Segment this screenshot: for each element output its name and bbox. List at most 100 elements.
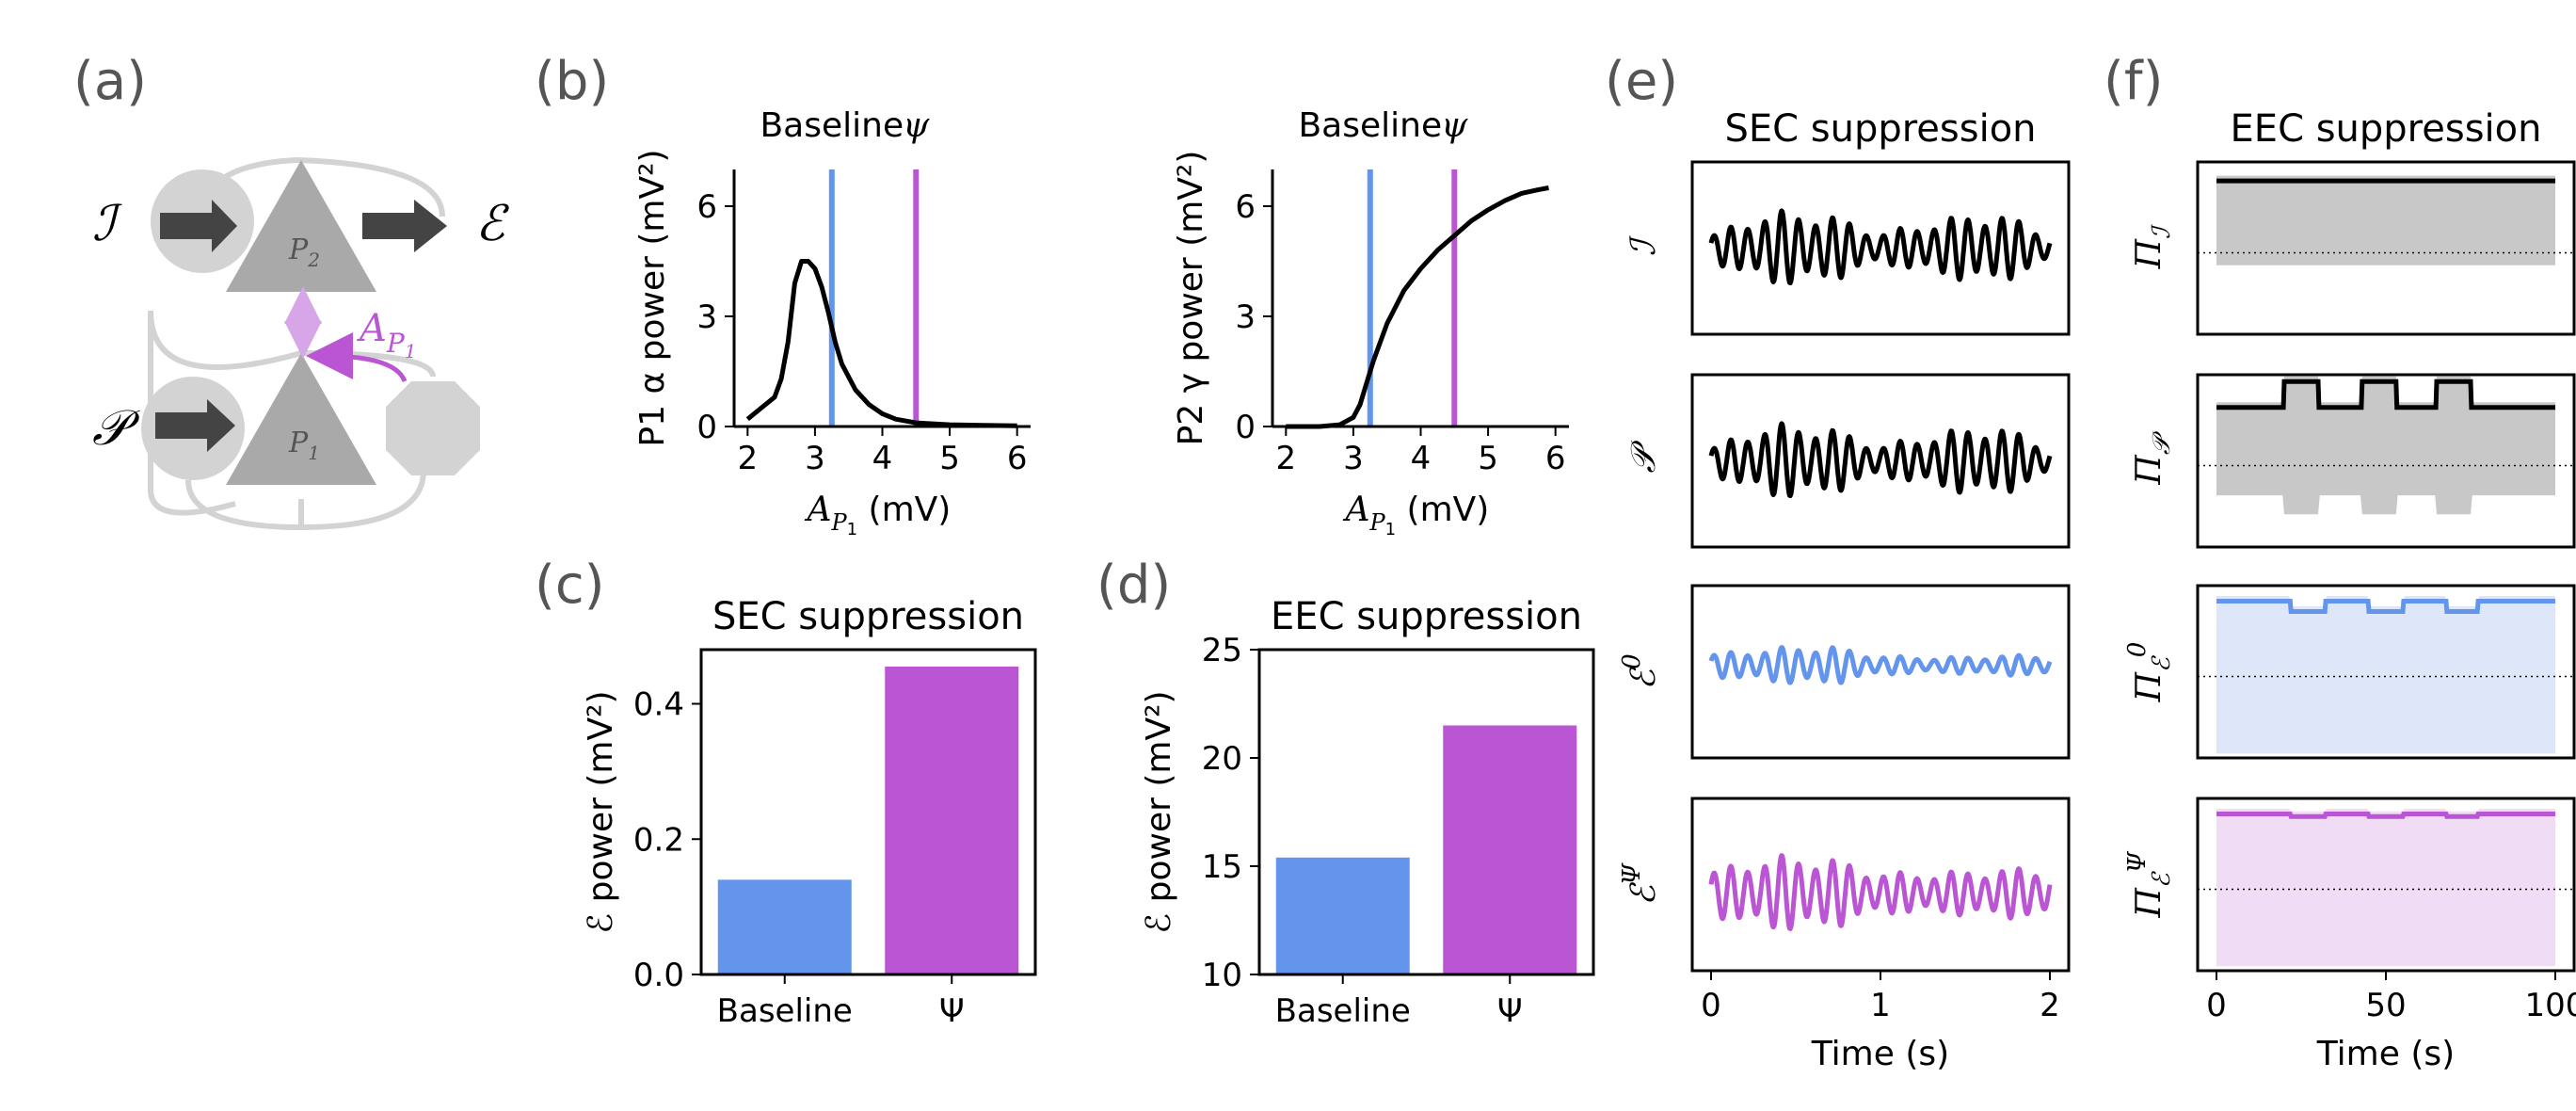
- dark-arrows: [155, 200, 447, 452]
- circuit-diagram: ℐ ℰ 𝒫 P2 P1 AP1: [92, 157, 509, 530]
- interneuron-octagon: [386, 381, 480, 475]
- y-tick-label: 6: [1235, 188, 1256, 226]
- trace-band: [2216, 175, 2555, 266]
- trace-line: [1708, 208, 2053, 285]
- panel-label-c: (c): [535, 555, 604, 616]
- trace-band: [2216, 809, 2555, 967]
- x-tick-label: Baseline: [1275, 992, 1411, 1030]
- row-label: ℐ: [1624, 234, 1663, 256]
- bar-baseline: [1275, 857, 1410, 974]
- power-curve: [1286, 185, 1549, 429]
- row-label: ℰΨ: [1618, 862, 1663, 906]
- panel-c-sec-bars: Baseline Ψ 0.0 0.2 0.4 SEC suppression ℰ power…: [582, 595, 1037, 1030]
- y-tick-label: 3: [696, 298, 717, 336]
- p2-triangle: [226, 160, 376, 292]
- y-tick-label: 0.2: [633, 821, 684, 859]
- trace-band: [2216, 376, 2555, 515]
- x-tick-label: 2: [1275, 440, 1296, 477]
- x-tick-label: 0: [1701, 987, 1721, 1024]
- y-tick-label: 25: [1202, 632, 1242, 669]
- row-frame: [1690, 160, 2071, 336]
- x-tick-label: 2: [737, 440, 758, 477]
- plot-frame: [1257, 648, 1595, 976]
- row-label: ΠℰΨ: [2123, 850, 2176, 918]
- row-label: 𝒫: [1624, 439, 1663, 473]
- panel-d-eec-bars: Baseline Ψ 10 15 20 25 EEC suppression ℰ power …: [1140, 595, 1595, 1030]
- trace-line: [1708, 645, 2053, 685]
- x-axis-label: Time (s): [2316, 1035, 2455, 1073]
- x-tick-label: Ψ: [1497, 992, 1523, 1030]
- x-axis-label: AP1 (mV): [805, 491, 952, 539]
- label-E: ℰ: [475, 196, 509, 252]
- legend-baseline: Baseline: [760, 106, 904, 145]
- x-tick-label: 3: [1343, 440, 1364, 477]
- panel-b2-gamma-power: 2 3 4 5 6 0 3 6 P2 γ power (mV²) AP1 (mV) Baseline…: [1172, 106, 1569, 539]
- x-tick-label: 5: [939, 440, 960, 477]
- panel-label-a: (a): [73, 51, 147, 112]
- plot-frame: [699, 648, 1037, 976]
- row-frame: [1690, 584, 2071, 760]
- row-label: Πℰ0: [2123, 642, 2176, 703]
- x-tick-label: 4: [872, 440, 893, 477]
- x-axis-label: AP1 (mV): [1343, 491, 1490, 539]
- label-I: ℐ: [92, 196, 123, 252]
- trace-line: [2216, 599, 2555, 614]
- gain-arrow: [306, 332, 408, 383]
- panel-b1-alpha-power: 2 3 4 5 6 0 3 6 P1 α power (mV²) AP1 (mV) Baseline…: [633, 106, 1031, 539]
- y-axis-label: P1 α power (mV²): [633, 149, 672, 446]
- legend-psi: ψ: [903, 106, 930, 145]
- trace-band: [2216, 596, 2555, 754]
- bar-psi: [1443, 725, 1577, 974]
- x-tick-label: Ψ: [939, 992, 965, 1030]
- trace-line: [1708, 853, 2053, 931]
- y-axis-label: ℰ power (mV²): [582, 690, 620, 933]
- label-gain: AP1: [356, 307, 416, 362]
- y-axis-label: ℰ power (mV²): [1140, 690, 1178, 933]
- y-tick-label: 0.4: [633, 686, 684, 724]
- trace-line: [2216, 812, 2555, 819]
- power-curve: [745, 259, 1017, 428]
- p1-triangle: [226, 353, 376, 485]
- panel-e-sec-traces: SEC suppression ℐ 𝒫 ℰ0 ℰΨ 0 1 2 Time (s): [1618, 107, 2071, 1073]
- row-frame: [2196, 160, 2576, 336]
- y-tick-label: 0.0: [633, 957, 684, 994]
- x-tick-label: 3: [805, 440, 825, 477]
- panel-label-f: (f): [2104, 51, 2163, 112]
- panel-label-b: (b): [535, 51, 609, 112]
- y-axis-label: P2 γ power (mV²): [1172, 151, 1210, 446]
- chart-title: EEC suppression: [1271, 595, 1582, 638]
- x-tick-label: 4: [1411, 440, 1432, 477]
- x-tick-label: 50: [2365, 987, 2406, 1024]
- x-tick-label: 6: [1545, 440, 1566, 477]
- label-P2: P2: [288, 233, 320, 271]
- bar-psi: [885, 666, 1019, 974]
- row-frame: [1690, 373, 2071, 549]
- diagram-connections: [148, 157, 445, 530]
- legend-psi: ψ: [1441, 106, 1468, 145]
- x-tick-label: Baseline: [717, 992, 853, 1030]
- trace-line: [2216, 378, 2555, 411]
- chart-title: EEC suppression: [2231, 107, 2542, 151]
- row-label: Π𝒫: [2130, 430, 2176, 485]
- row-frame: [2196, 373, 2576, 549]
- x-tick-label: 1: [1870, 987, 1891, 1024]
- chart-title: SEC suppression: [1724, 107, 2036, 151]
- x-tick-label: 100: [2525, 987, 2576, 1024]
- panel-label-e: (e): [1605, 51, 1678, 112]
- panel-f-eec-traces: EEC suppression Πℐ Π𝒫 Πℰ0 ΠℰΨ 0 50 100 Time (s): [2123, 107, 2576, 1073]
- row-label: Πℐ: [2130, 224, 2176, 269]
- x-axis-label: Time (s): [1811, 1035, 1949, 1073]
- trace-line: [1708, 421, 2053, 498]
- panel-label-d: (d): [1096, 555, 1171, 616]
- x-tick-label: 2: [2040, 987, 2060, 1024]
- legend-baseline: Baseline: [1298, 106, 1442, 145]
- label-P: 𝒫: [92, 400, 140, 457]
- y-tick-label: 15: [1202, 848, 1242, 886]
- y-tick-label: 3: [1235, 298, 1256, 336]
- y-tick-label: 0: [1235, 409, 1256, 446]
- bar-baseline: [717, 879, 852, 974]
- row-frame: [2196, 584, 2576, 760]
- x-tick-label: 5: [1478, 440, 1498, 477]
- chart-title: SEC suppression: [712, 595, 1024, 638]
